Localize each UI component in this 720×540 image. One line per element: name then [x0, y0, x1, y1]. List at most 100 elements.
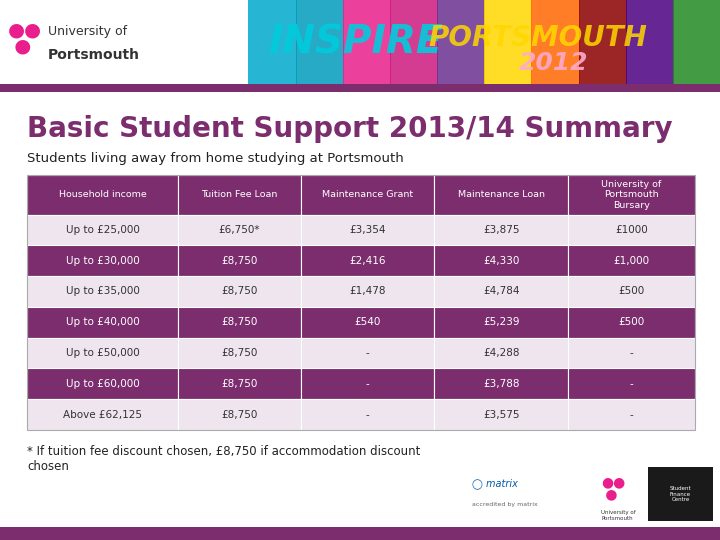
Bar: [568, 276, 695, 307]
Bar: [27, 276, 178, 307]
Bar: [568, 245, 695, 276]
Bar: [568, 338, 695, 368]
Bar: [568, 307, 695, 338]
Text: Above £62,125: Above £62,125: [63, 410, 142, 420]
Bar: [0, 527, 720, 540]
Bar: [390, 0, 438, 84]
Text: £4,288: £4,288: [483, 348, 520, 358]
Text: £1,478: £1,478: [349, 287, 386, 296]
Text: INSPIRE: INSPIRE: [269, 23, 443, 61]
Bar: [27, 175, 695, 430]
Text: -: -: [366, 348, 369, 358]
Bar: [248, 0, 297, 84]
Text: -: -: [366, 410, 369, 420]
Bar: [178, 214, 301, 245]
Text: £1000: £1000: [615, 225, 648, 235]
Text: Up to £35,000: Up to £35,000: [66, 287, 140, 296]
Text: Basic Student Support 2013/14 Summary: Basic Student Support 2013/14 Summary: [27, 115, 673, 143]
Bar: [434, 276, 568, 307]
Bar: [568, 214, 695, 245]
Text: £8,750: £8,750: [221, 410, 258, 420]
Bar: [531, 0, 580, 84]
Text: £500: £500: [618, 318, 644, 327]
Text: ●●
 ●: ●● ●: [601, 476, 626, 502]
Bar: [434, 338, 568, 368]
Text: -: -: [366, 379, 369, 389]
Text: * If tuition fee discount chosen, £8,750 if accommodation discount
chosen: * If tuition fee discount chosen, £8,750…: [27, 445, 420, 473]
Bar: [301, 368, 434, 399]
Text: Up to £25,000: Up to £25,000: [66, 225, 140, 235]
Bar: [568, 368, 695, 399]
Text: Student
Finance
Centre: Student Finance Centre: [670, 486, 691, 502]
Text: accredited by matrix: accredited by matrix: [472, 502, 537, 508]
Bar: [673, 0, 720, 84]
Bar: [434, 245, 568, 276]
Bar: [27, 338, 178, 368]
Bar: [178, 245, 301, 276]
Text: Students living away from home studying at Portsmouth: Students living away from home studying …: [27, 152, 404, 165]
Bar: [437, 0, 485, 84]
Bar: [27, 175, 178, 214]
Text: ●●
 ●: ●● ●: [8, 21, 42, 55]
Bar: [178, 276, 301, 307]
Text: £5,239: £5,239: [483, 318, 520, 327]
Text: Up to £50,000: Up to £50,000: [66, 348, 140, 358]
Bar: [434, 307, 568, 338]
Text: £3,575: £3,575: [483, 410, 520, 420]
Bar: [27, 245, 178, 276]
Bar: [343, 0, 391, 84]
Text: Up to £60,000: Up to £60,000: [66, 379, 140, 389]
Text: Maintenance Grant: Maintenance Grant: [322, 190, 413, 199]
Text: £1,000: £1,000: [613, 256, 649, 266]
Bar: [0, 0, 248, 84]
Text: -: -: [629, 410, 634, 420]
Bar: [568, 175, 695, 214]
Text: £3,875: £3,875: [483, 225, 520, 235]
Bar: [301, 276, 434, 307]
Bar: [296, 0, 343, 84]
Bar: [434, 368, 568, 399]
Bar: [27, 214, 178, 245]
Text: £6,750*: £6,750*: [219, 225, 260, 235]
Bar: [178, 307, 301, 338]
Text: Household income: Household income: [58, 190, 146, 199]
Bar: [178, 399, 301, 430]
Bar: [434, 175, 568, 214]
Text: £3,354: £3,354: [349, 225, 386, 235]
Bar: [178, 368, 301, 399]
Bar: [27, 399, 178, 430]
Bar: [301, 307, 434, 338]
Bar: [301, 175, 434, 214]
Text: £8,750: £8,750: [221, 318, 258, 327]
Text: -: -: [629, 348, 634, 358]
Bar: [27, 368, 178, 399]
Text: £4,330: £4,330: [483, 256, 519, 266]
Text: Up to £30,000: Up to £30,000: [66, 256, 140, 266]
Bar: [301, 338, 434, 368]
Text: £4,784: £4,784: [483, 287, 520, 296]
Text: £500: £500: [618, 287, 644, 296]
Bar: [178, 338, 301, 368]
Text: University of
Portsmouth: University of Portsmouth: [601, 510, 636, 521]
Text: University of: University of: [48, 25, 127, 38]
Text: £8,750: £8,750: [221, 348, 258, 358]
Text: ◯ matrix: ◯ matrix: [472, 478, 518, 489]
Text: £540: £540: [354, 318, 381, 327]
Text: -: -: [629, 379, 634, 389]
Bar: [434, 399, 568, 430]
Bar: [178, 175, 301, 214]
Text: University of
Portsmouth
Bursary: University of Portsmouth Bursary: [601, 180, 662, 210]
Text: 2012: 2012: [518, 51, 588, 75]
Bar: [626, 0, 674, 84]
Text: £8,750: £8,750: [221, 256, 258, 266]
Text: £2,416: £2,416: [349, 256, 386, 266]
Text: Tuition Fee Loan: Tuition Fee Loan: [201, 190, 277, 199]
Text: Maintenance Loan: Maintenance Loan: [458, 190, 545, 199]
Bar: [301, 214, 434, 245]
Bar: [648, 467, 713, 521]
Text: £8,750: £8,750: [221, 379, 258, 389]
Bar: [301, 399, 434, 430]
Bar: [434, 214, 568, 245]
Bar: [301, 245, 434, 276]
Text: £8,750: £8,750: [221, 287, 258, 296]
